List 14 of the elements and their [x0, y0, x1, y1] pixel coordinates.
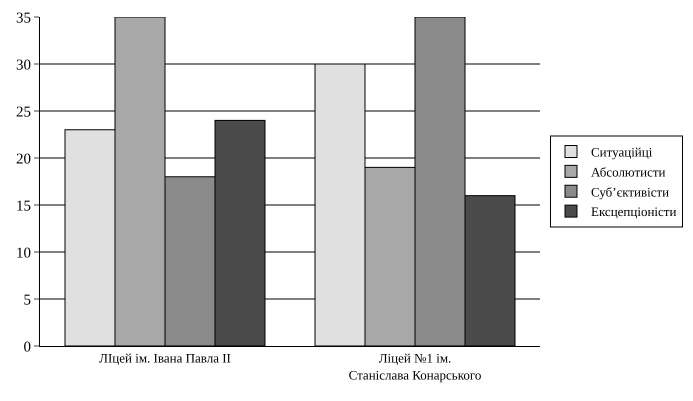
x-tick-label: ЛІцей ім. Івана Павла ІІ: [99, 350, 231, 366]
legend-label: Абсолютисти: [591, 164, 666, 180]
legend-label: Ситуаційці: [591, 144, 653, 160]
y-tick-label: 30: [16, 57, 31, 74]
legend-label: Ексцепціоністи: [591, 204, 676, 220]
y-tick-label: 15: [16, 198, 31, 214]
y-tick-label: 10: [16, 245, 31, 262]
y-tick-label: 0: [24, 339, 31, 356]
x-tick-label: Ліцей №1 ім. Станіслава Конарського: [348, 350, 482, 382]
y-tick-label: 35: [16, 10, 31, 26]
y-tick-label: 20: [16, 151, 31, 168]
legend-label: Суб’єктивісти: [591, 184, 670, 200]
y-tick-label: 5: [24, 292, 31, 308]
y-tick-label: 25: [16, 104, 31, 120]
